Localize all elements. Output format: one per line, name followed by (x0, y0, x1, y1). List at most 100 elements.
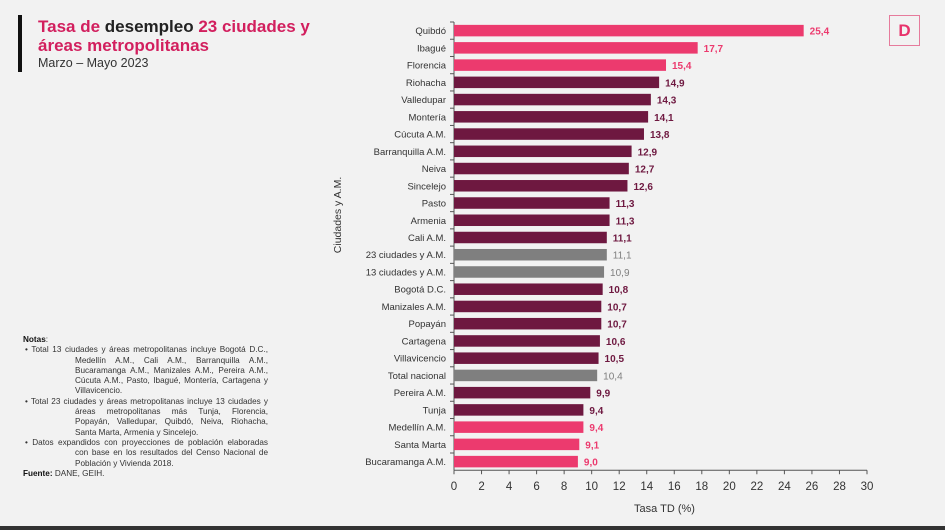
data-label: 9,4 (589, 423, 603, 434)
category-label: Ibagué (417, 43, 446, 54)
data-label: 10,6 (606, 337, 626, 348)
category-label: Neiva (422, 164, 447, 175)
bar (454, 180, 628, 192)
bar (454, 421, 584, 433)
title-accent-bar (18, 15, 22, 72)
category-label: Florencia (407, 61, 447, 72)
category-label: Medellín A.M. (388, 423, 446, 434)
data-label: 10,5 (605, 354, 625, 365)
bar (454, 42, 698, 54)
bar (454, 145, 632, 158)
data-label: 25,4 (810, 27, 830, 38)
x-tick-label: 4 (506, 481, 513, 493)
x-tick-label: 22 (750, 481, 763, 493)
dane-logo: D (889, 15, 920, 46)
data-label: 10,9 (610, 268, 630, 279)
x-axis-title: Tasa TD (%) (634, 503, 695, 515)
bar (454, 162, 629, 175)
data-label: 10,7 (607, 320, 627, 331)
data-label: 12,9 (638, 147, 658, 158)
bar (454, 76, 660, 89)
bar (454, 404, 584, 416)
x-tick-label: 20 (723, 481, 736, 493)
bar (454, 266, 605, 278)
bar (454, 455, 578, 468)
category-label: Riohacha (406, 78, 447, 89)
note-item: • Total 13 ciudades y áreas metropolitan… (25, 345, 268, 396)
category-label: Valledupar (401, 95, 446, 106)
data-label: 11,3 (616, 199, 635, 210)
x-tick-label: 26 (806, 481, 819, 493)
data-label: 15,4 (672, 61, 692, 72)
data-label: 10,7 (607, 302, 627, 313)
category-label: Tunja (423, 405, 447, 416)
category-label: Manizales A.M. (382, 302, 446, 313)
bar (454, 111, 649, 123)
chart-title: Tasa de desempleo 23 ciudades y áreas me… (38, 17, 310, 55)
bar (454, 248, 607, 261)
data-label: 17,7 (704, 44, 724, 55)
y-axis-title: Ciudades y A.M. (332, 177, 344, 253)
bar (454, 128, 644, 140)
note-item: • Total 23 ciudades y áreas metropolitan… (25, 396, 268, 437)
bar (454, 317, 602, 330)
data-label: 11,1 (613, 251, 632, 262)
x-tick-label: 10 (585, 481, 598, 493)
bar (454, 369, 598, 382)
data-label: 14,3 (657, 96, 677, 107)
bar (454, 93, 651, 106)
category-label: 23 ciudades y A.M. (366, 250, 446, 261)
category-label: Popayán (408, 319, 446, 330)
category-label: Sincelejo (407, 181, 446, 192)
source: Fuente: DANE, GEIH. (23, 468, 105, 478)
category-label: Total nacional (388, 371, 446, 382)
data-label: 10,4 (603, 371, 623, 382)
category-label: Villavicencio (394, 354, 446, 365)
category-label: 13 ciudades y A.M. (366, 267, 446, 278)
x-tick-label: 14 (640, 481, 653, 493)
category-label: Santa Marta (394, 440, 446, 451)
data-label: 14,1 (654, 113, 674, 124)
x-tick-label: 2 (478, 481, 484, 493)
bar (454, 24, 804, 37)
category-label: Cúcuta A.M. (394, 130, 446, 141)
category-label: Quibdó (415, 26, 446, 37)
notes: Notas: • Total 13 ciudades y áreas metro… (23, 335, 268, 478)
data-label: 14,9 (665, 78, 685, 89)
x-tick-label: 16 (668, 481, 681, 493)
bar (454, 352, 599, 364)
x-tick-label: 18 (695, 481, 708, 493)
data-label: 12,7 (635, 165, 655, 176)
chart-subtitle: Marzo – Mayo 2023 (38, 56, 149, 70)
x-tick-label: 12 (613, 481, 626, 493)
bar (454, 386, 591, 399)
bar (454, 283, 603, 295)
data-label: 9,0 (584, 458, 598, 469)
data-label: 13,8 (650, 130, 670, 141)
x-tick-label: 30 (861, 481, 874, 493)
x-tick-label: 0 (451, 481, 457, 493)
data-label: 11,1 (613, 234, 632, 245)
category-label: Pasto (422, 199, 446, 210)
x-tick-label: 24 (778, 481, 791, 493)
data-label: 10,8 (609, 285, 629, 296)
bar (454, 231, 607, 244)
category-label: Barranquilla A.M. (374, 147, 446, 158)
data-label: 12,6 (633, 182, 653, 193)
category-label: Pereira A.M. (394, 388, 446, 399)
data-label: 11,3 (616, 216, 635, 227)
category-label: Montería (409, 112, 447, 123)
data-label: 9,1 (585, 440, 599, 451)
note-item: • Datos expandidos con proyecciones de p… (25, 437, 268, 468)
category-label: Cartagena (402, 336, 447, 347)
category-label: Armenia (411, 216, 447, 227)
bar (454, 335, 600, 347)
x-tick-label: 6 (533, 481, 539, 493)
data-label: 9,4 (589, 406, 603, 417)
category-label: Cali A.M. (408, 233, 446, 244)
bar (454, 300, 602, 313)
x-tick-label: 8 (561, 481, 567, 493)
bar (454, 214, 610, 227)
category-label: Bogotá D.C. (394, 285, 446, 296)
